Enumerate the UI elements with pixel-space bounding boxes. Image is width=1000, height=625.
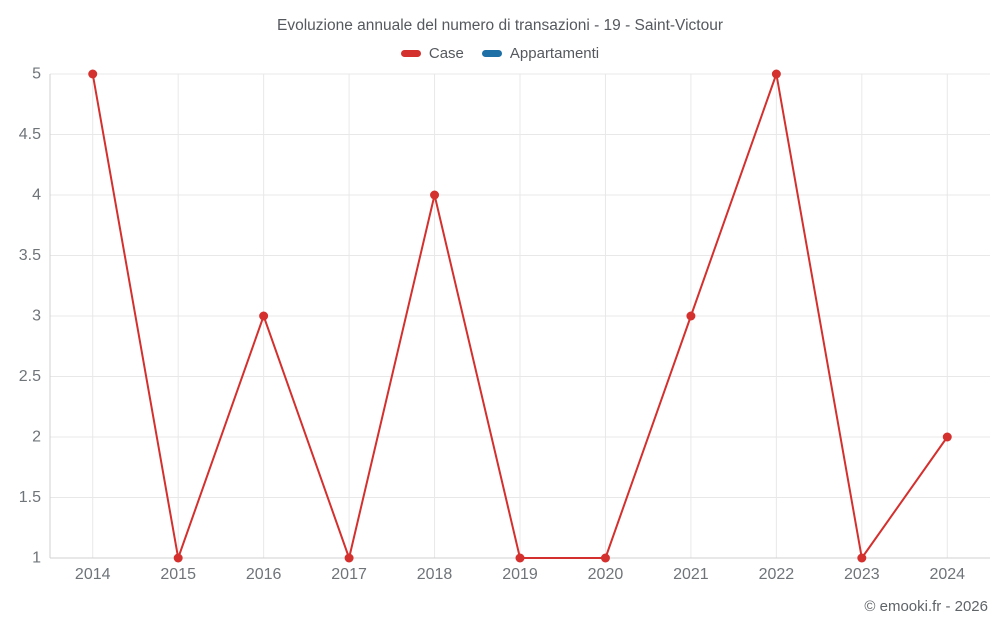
x-axis-tick-label: 2016 [246,566,282,583]
case-legend-swatch-icon [400,50,421,57]
y-axis-tick-label: 5 [32,66,41,83]
data-point-case-2019[interactable] [515,553,525,563]
x-axis-tick-label: 2020 [588,566,624,583]
y-axis-tick-label: 1.5 [19,489,41,506]
legend-label-case: Case [428,45,464,62]
chart-title: Evoluzione annuale del numero di transaz… [276,17,724,34]
attribution-text: © emooki.fr - 2026 [864,598,988,615]
y-axis-tick-label: 2 [32,429,41,446]
data-point-case-2014[interactable] [88,69,98,79]
x-axis-tick-label: 2019 [502,566,538,583]
data-point-case-2022[interactable] [771,69,781,79]
y-axis-tick-label: 1 [32,550,41,567]
data-point-case-2020[interactable] [600,553,610,563]
data-point-case-2023[interactable] [857,553,867,563]
x-axis-tick-label: 2022 [759,566,795,583]
data-point-case-2021[interactable] [686,311,696,321]
y-axis-tick-label: 3.5 [19,247,41,264]
data-point-case-2015[interactable] [173,553,183,563]
y-axis-tick-label: 4 [32,187,41,204]
data-point-case-2024[interactable] [942,432,952,442]
y-axis-tick-label: 2.5 [19,368,41,385]
x-axis-tick-label: 2018 [417,566,453,583]
x-axis-tick-label: 2024 [929,566,965,583]
appartamenti-legend-swatch-icon [481,50,502,57]
legend-label-appartamenti: Appartamenti [509,45,600,62]
data-point-case-2018[interactable] [430,190,440,200]
chart-legend: Case Appartamenti [0,45,1000,62]
x-axis-tick-label: 2023 [844,566,880,583]
x-axis-tick-label: 2021 [673,566,709,583]
x-axis-tick-label: 2015 [160,566,196,583]
x-axis-tick-label: 2014 [75,566,111,583]
legend-item-appartamenti[interactable]: Appartamenti [481,45,600,62]
data-point-case-2016[interactable] [259,311,269,321]
x-axis-tick-label: 2017 [331,566,367,583]
y-axis-tick-label: 4.5 [19,126,41,143]
legend-item-case[interactable]: Case [400,45,464,62]
y-axis-tick-label: 3 [32,308,41,325]
data-point-case-2017[interactable] [344,553,354,563]
